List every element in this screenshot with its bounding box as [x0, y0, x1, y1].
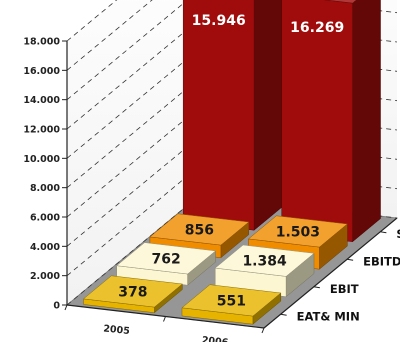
bar-top [149, 213, 250, 246]
gridline [66, 0, 153, 71]
data-label: 1.503 [276, 225, 320, 241]
data-label: 15.946 [192, 13, 246, 29]
bar-top [247, 215, 348, 248]
bar-side [253, 0, 283, 231]
category-label: 2006 [201, 335, 229, 342]
bar-eat-min-2006 [181, 284, 282, 325]
series-tick-mark [380, 231, 387, 234]
x-tick-mark [163, 316, 166, 322]
bar-top [82, 275, 183, 308]
series-tick-mark [280, 313, 287, 316]
gridline [66, 0, 118, 42]
series-tick-mark [313, 286, 320, 289]
series-label: EBITDA [363, 254, 400, 268]
gridline [66, 0, 398, 101]
bar-ebit-2005 [116, 242, 217, 286]
y-tick-label: 6.000 [30, 213, 60, 224]
y-tick-label: 0 [53, 301, 60, 312]
y-tick-label: 16.000 [23, 66, 60, 77]
y-tick-label: 10.000 [23, 154, 60, 165]
bar-top [323, 0, 357, 4]
bar-front [281, 0, 353, 242]
depth-axis-line [263, 217, 398, 329]
bar-eat-min-2005 [82, 275, 183, 314]
axes: 0 2.000 4.000 6.000 8.000 10.000 12.000 14.000 1… [23, 37, 400, 342]
y-tick-label: 18.000 [23, 37, 60, 48]
bar-sales-2005 [182, 0, 283, 231]
data-label: 551 [217, 293, 246, 309]
series-label: EAT& MIN [297, 309, 360, 323]
x-tick-mark [261, 327, 265, 334]
bar-top [181, 284, 282, 317]
y-tick-label: 4.000 [30, 242, 60, 253]
y-tick-label: 14.000 [23, 95, 60, 106]
bar-top [116, 242, 217, 275]
series-label: SALES [396, 227, 400, 241]
y-tick-label: 2.000 [30, 271, 60, 282]
bar-side [352, 0, 381, 243]
data-label: 1.384 [242, 254, 287, 270]
data-label: 856 [185, 222, 214, 238]
series-tick-mark [347, 258, 354, 261]
bar-ebitda-2006 [247, 215, 348, 270]
bar-top [214, 244, 315, 277]
category-label: 2005 [103, 323, 130, 337]
data-label: 378 [118, 285, 147, 301]
bar-sales-2006 [281, 0, 381, 243]
data-label: 16.269 [290, 20, 344, 36]
bar-front [182, 0, 255, 231]
y-tick-label: 12.000 [23, 125, 60, 136]
series-label: EBIT [330, 282, 359, 296]
labels: 15.946 16.269 856 1.503 762 1.384 378 551 [118, 13, 344, 309]
bars [82, 0, 381, 325]
data-label: 762 [151, 251, 180, 267]
x-tick-mark [64, 304, 68, 311]
y-tick-label: 8.000 [30, 183, 60, 194]
